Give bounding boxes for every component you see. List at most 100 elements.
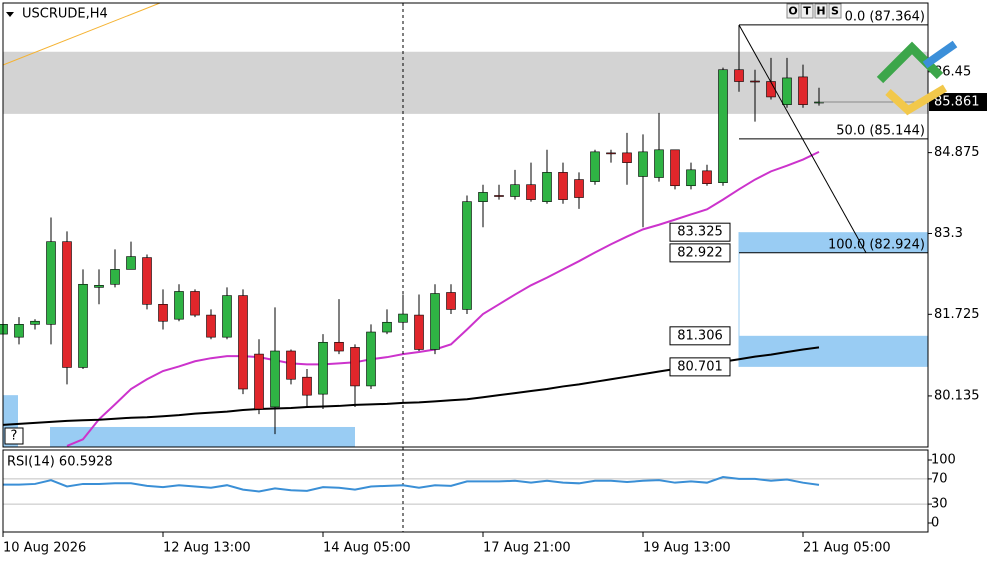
candle-body (494, 195, 504, 197)
candle-body (446, 292, 456, 310)
last-price-label: 85.861 (934, 95, 980, 110)
rsi-title: RSI(14) 60.5928 (7, 455, 113, 470)
candle-body (478, 192, 488, 202)
over-layer: 86.45 84.875 83.3 81.725 80.135 100 70 30 0 10 Au… (0, 3, 987, 556)
candle-body (270, 350, 280, 408)
candle-body (142, 257, 152, 305)
candle-body (622, 152, 632, 163)
candle-body (30, 320, 40, 325)
level-box (669, 326, 731, 346)
candle-body (174, 291, 184, 320)
x-tick-label: 12 Aug 13:00 (163, 541, 251, 556)
y-tick-label: 80.135 (934, 388, 980, 403)
candle-body (782, 77, 792, 105)
y-tick-label: 84.875 (934, 145, 980, 160)
candle-body (222, 295, 232, 338)
candle-body (238, 295, 248, 390)
candle-body (558, 172, 568, 200)
fib-label: 100.0 (82.924) (828, 237, 925, 252)
candle-body (14, 324, 24, 338)
x-tick-label: 21 Aug 05:00 (803, 541, 891, 556)
candle-body (590, 151, 600, 182)
level-label: 83.325 (677, 225, 723, 240)
help-box (4, 427, 24, 445)
candle-body (286, 350, 296, 380)
toolbar-button[interactable] (828, 3, 842, 19)
toolbar-button[interactable] (786, 3, 800, 19)
last-price-box (929, 93, 987, 112)
main-frame (2, 2, 929, 448)
level-box (669, 222, 731, 242)
x-tick-label: 10 Aug 2026 (3, 541, 86, 556)
x-tick-label: 17 Aug 21:00 (483, 541, 571, 556)
toolbar-button[interactable] (800, 3, 814, 19)
candle-body (510, 184, 520, 197)
candle-body (686, 169, 696, 187)
candle-body (126, 256, 136, 270)
candle-body (574, 179, 584, 198)
y-tick-label: 83.3 (934, 226, 963, 241)
logo-blue (922, 40, 958, 69)
candle-body (702, 170, 712, 184)
toolbar-label[interactable]: T (803, 5, 811, 18)
candle-body (0, 324, 8, 335)
candle-body (734, 69, 744, 82)
y-tick-label: 30 (931, 497, 948, 512)
candle-body (638, 151, 648, 177)
y-tick-label: 70 (931, 471, 948, 486)
fib-label: 0.0 (87.364) (845, 9, 925, 24)
candle-body (254, 353, 264, 410)
help-label: ? (11, 429, 18, 444)
collapse-icon[interactable] (6, 12, 14, 17)
candle-body (350, 347, 360, 387)
y-tick-label: 0 (931, 516, 939, 531)
moving-average (66, 150, 820, 447)
candle-body (766, 81, 776, 98)
x-tick-label: 14 Aug 05:00 (323, 541, 411, 556)
level-box (669, 357, 731, 377)
candle-body (190, 291, 200, 316)
logo (876, 40, 958, 116)
y-tick-label: 100 (931, 453, 956, 468)
candle-body (46, 241, 56, 325)
price-zone (50, 426, 355, 447)
y-tick-label: 81.725 (934, 307, 980, 322)
candle-body (62, 241, 72, 368)
level-zone (739, 232, 928, 253)
toolbar-button[interactable] (814, 3, 828, 19)
candle-body (398, 313, 408, 323)
toolbar-label[interactable]: S (831, 5, 839, 18)
logo-green (876, 41, 944, 84)
level-box (669, 243, 731, 263)
candle-body (414, 314, 424, 350)
candle-body (78, 283, 88, 368)
candle-body (606, 152, 616, 155)
candle-body (654, 149, 664, 178)
candle-body (526, 184, 536, 200)
candle-body (718, 69, 728, 183)
fib-trend (738, 24, 867, 254)
toolbar-label[interactable]: H (816, 5, 825, 18)
candle-body (798, 76, 808, 105)
candle-body (110, 269, 120, 285)
rsi-line (3, 475, 820, 493)
logo-yellow (902, 84, 948, 116)
candle-body (462, 201, 472, 310)
candle-body (206, 314, 216, 338)
candle-body (318, 341, 328, 395)
level-zone (739, 335, 928, 367)
chart-title: USCRUDE,H4 (22, 7, 108, 22)
level-label: 82.922 (677, 245, 723, 260)
y-tick-label: 86.45 (934, 64, 971, 79)
candle-body (670, 149, 680, 187)
fib-label: 50.0 (85.144) (836, 123, 925, 138)
trend-line (2, 2, 161, 66)
candle-body (334, 341, 344, 352)
candle-body (542, 172, 552, 202)
candle-body (430, 293, 440, 350)
level-label: 81.306 (677, 328, 723, 343)
candle-body (94, 285, 104, 288)
x-tick-label: 19 Aug 13:00 (643, 541, 731, 556)
toolbar-label[interactable]: O (788, 5, 797, 18)
